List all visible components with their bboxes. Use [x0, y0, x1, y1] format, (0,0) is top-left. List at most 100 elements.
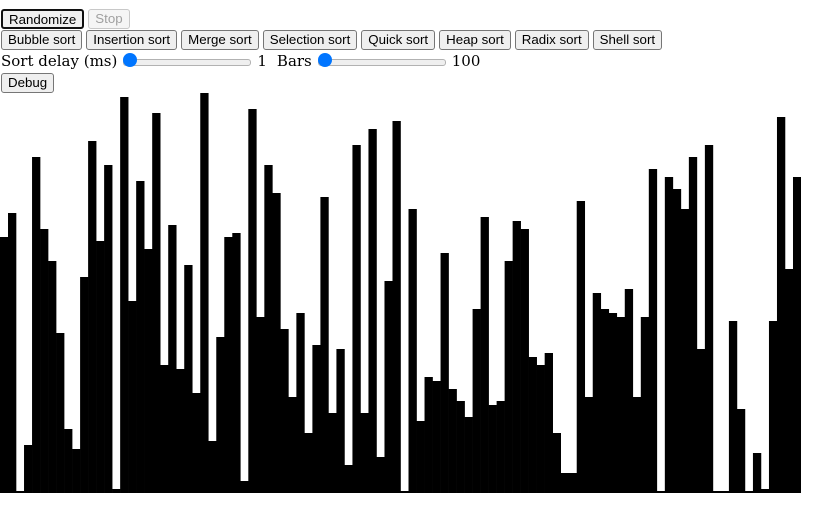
bar-38 [304, 433, 313, 493]
bar-14 [112, 489, 121, 493]
bar-94 [752, 453, 762, 493]
bar-92 [736, 409, 746, 493]
bar-61 [488, 405, 497, 493]
slider-controls: Sort delay (ms) 1 Bars 100 [0, 50, 814, 72]
bar-57 [456, 401, 465, 493]
bar-70 [560, 473, 570, 493]
bar-43 [344, 465, 353, 493]
bar-23 [184, 265, 193, 493]
bar-11 [88, 141, 97, 493]
bar-99 [792, 177, 801, 493]
bar-9 [72, 449, 81, 493]
bar-26 [208, 441, 217, 493]
bar-3 [24, 445, 33, 493]
bar-55 [440, 253, 449, 493]
bars-canvas [0, 93, 801, 493]
bar-18 [144, 249, 153, 493]
bar-44 [352, 145, 361, 493]
bar-21 [168, 225, 177, 493]
randomize-button[interactable]: Randomize [1, 8, 85, 29]
bar-68 [544, 353, 553, 493]
bar-51 [408, 209, 417, 493]
bar-58 [464, 417, 473, 493]
bar-76 [608, 313, 618, 493]
bar-46 [368, 129, 377, 493]
bar-47 [376, 457, 385, 493]
debug-button[interactable]: Debug [1, 72, 55, 93]
radix-sort-button[interactable]: Radix sort [514, 29, 589, 50]
bar-37 [296, 313, 305, 493]
bar-33 [264, 165, 273, 493]
bar-71 [568, 473, 578, 493]
bar-63 [504, 261, 513, 493]
bar-84 [672, 189, 682, 493]
bar-60 [480, 217, 489, 493]
bar-82 [656, 491, 666, 493]
quick-sort-button[interactable]: Quick sort [361, 29, 436, 50]
bar-89 [712, 491, 722, 493]
bar-16 [128, 301, 137, 493]
bars-thumb[interactable] [317, 53, 332, 67]
sort-delay-track [123, 59, 252, 66]
bar-49 [392, 121, 401, 493]
bar-8 [64, 429, 73, 493]
heap-sort-button[interactable]: Heap sort [439, 29, 511, 50]
bar-20 [160, 365, 169, 493]
bar-54 [432, 381, 441, 493]
bar-91 [728, 321, 738, 493]
bubble-sort-button[interactable]: Bubble sort [1, 29, 83, 50]
sort-delay-thumb[interactable] [123, 53, 138, 67]
bar-95 [760, 489, 770, 493]
bar-67 [536, 365, 545, 493]
sort-delay-value: 1 [257, 52, 267, 70]
bar-19 [152, 113, 161, 493]
bar-50 [400, 491, 409, 493]
bar-25 [200, 93, 209, 493]
bar-52 [416, 421, 425, 493]
bar-90 [720, 491, 730, 493]
selection-sort-button[interactable]: Selection sort [262, 29, 358, 50]
bar-40 [320, 197, 329, 493]
bar-28 [224, 237, 233, 493]
stop-button[interactable]: Stop [88, 8, 130, 29]
bar-45 [360, 413, 369, 493]
bar-56 [448, 389, 457, 493]
bar-59 [472, 309, 481, 493]
shell-sort-button[interactable]: Shell sort [592, 29, 663, 50]
bar-27 [216, 337, 225, 493]
bar-42 [336, 349, 345, 493]
insertion-sort-button[interactable]: Insertion sort [86, 29, 178, 50]
bar-86 [688, 157, 698, 493]
bar-22 [176, 369, 185, 493]
bar-81 [648, 169, 658, 493]
debug-row: Debug [0, 72, 814, 93]
bar-97 [776, 117, 786, 493]
bar-96 [768, 321, 778, 493]
bar-53 [424, 377, 433, 493]
bar-12 [96, 241, 105, 493]
bar-31 [248, 109, 257, 493]
toolbar: Randomize Stop [0, 8, 814, 29]
bar-88 [704, 145, 714, 493]
bar-1 [8, 213, 17, 493]
bar-85 [680, 209, 690, 493]
merge-sort-button[interactable]: Merge sort [181, 29, 259, 50]
bar-35 [280, 329, 289, 493]
bar-15 [120, 97, 129, 493]
bar-72 [576, 201, 586, 493]
bar-39 [312, 345, 321, 493]
sort-delay-slider[interactable] [123, 53, 252, 69]
bar-6 [48, 261, 57, 493]
bar-87 [696, 349, 706, 493]
bar-32 [256, 317, 265, 493]
bar-30 [240, 481, 249, 493]
bar-66 [528, 357, 537, 493]
bar-77 [616, 317, 626, 493]
bars-slider[interactable] [317, 53, 446, 69]
bar-7 [56, 333, 65, 493]
bar-5 [40, 229, 49, 493]
bar-0 [0, 237, 9, 493]
bars-value: 100 [451, 52, 481, 70]
bar-65 [520, 229, 529, 493]
bar-64 [512, 221, 521, 493]
